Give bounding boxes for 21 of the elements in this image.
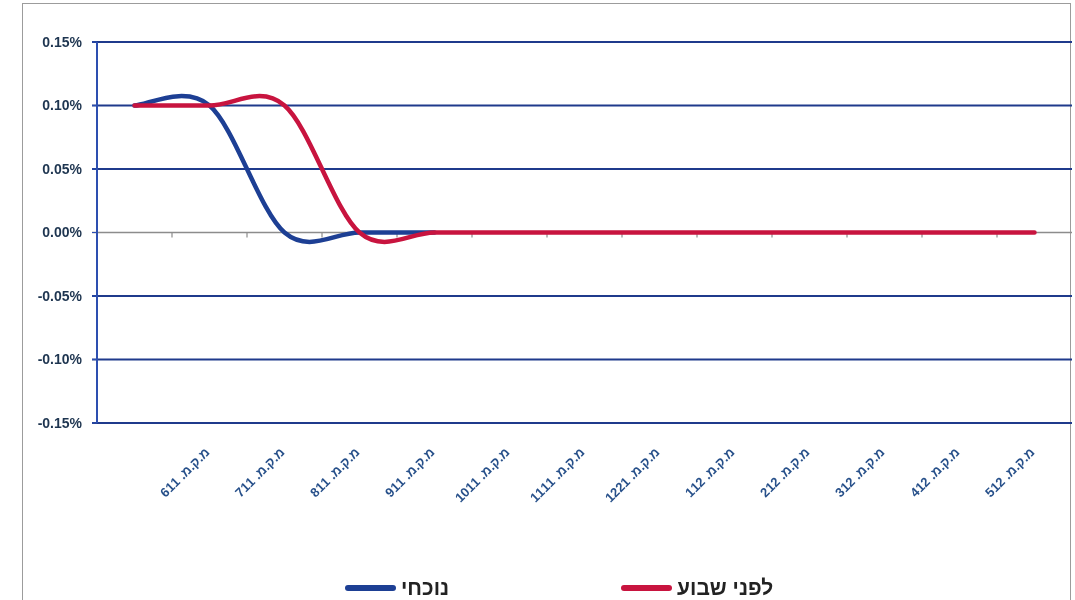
legend-label: נוכחי [401,576,450,600]
x-tick-label: מ.ק.מ. 512 [982,444,1038,501]
y-tick-label: 0.00% [42,224,83,241]
y-tick-label: 0.15% [42,33,83,50]
x-tick-label: מ.ק.מ. 212 [757,444,813,501]
y-tick-label: 0.05% [42,160,83,177]
x-tick-label: מ.ק.מ. 611 [157,444,213,501]
x-tick-label: מ.ק.מ. 711 [232,444,288,501]
y-tick-label: -0.05% [37,287,83,304]
x-tick-label: מ.ק.מ. 811 [307,444,363,501]
y-tick-label: 0.10% [42,97,83,114]
x-tick-label: מ.ק.מ. 312 [832,444,888,501]
x-tick-label: מ.ק.מ. 112 [682,444,738,501]
x-tick-label: מ.ק.מ. 911 [382,444,438,501]
x-tick-label: מ.ק.מ. 412 [907,444,963,501]
x-tick-label: מ.ק.מ. 1111 [526,444,588,506]
x-tick-label: מ.ק.מ. 1011 [451,444,513,506]
legend-label: לפני שבוע [677,576,774,600]
x-tick-label: מ.ק.מ. 1221 [601,444,663,506]
y-tick-label: -0.10% [37,351,83,368]
y-tick-label: -0.15% [37,414,83,431]
